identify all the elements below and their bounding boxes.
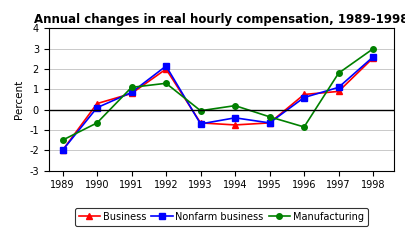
Manufacturing — [266, 115, 271, 118]
Business — [163, 68, 168, 70]
Nonfarm business — [266, 122, 271, 124]
Manufacturing — [60, 139, 65, 141]
Business — [94, 102, 99, 105]
Business — [370, 56, 375, 59]
Business — [335, 90, 340, 93]
Nonfarm business — [232, 116, 237, 119]
Nonfarm business — [129, 91, 134, 94]
Business — [301, 93, 306, 96]
Business — [129, 92, 134, 95]
Nonfarm business — [163, 65, 168, 68]
Line: Nonfarm business: Nonfarm business — [60, 54, 375, 153]
Business — [198, 122, 202, 124]
Manufacturing — [163, 82, 168, 85]
Manufacturing — [335, 72, 340, 75]
Nonfarm business — [94, 106, 99, 109]
Business — [266, 122, 271, 124]
Manufacturing — [94, 122, 99, 124]
Nonfarm business — [198, 123, 202, 125]
Nonfarm business — [60, 149, 65, 152]
Nonfarm business — [301, 96, 306, 99]
Line: Business: Business — [60, 55, 375, 153]
Nonfarm business — [335, 86, 340, 89]
Title: Annual changes in real hourly compensation, 1989-1998: Annual changes in real hourly compensati… — [34, 13, 405, 26]
Manufacturing — [129, 86, 134, 89]
Legend: Business, Nonfarm business, Manufacturing: Business, Nonfarm business, Manufacturin… — [75, 208, 367, 225]
Business — [60, 149, 65, 152]
Line: Manufacturing: Manufacturing — [60, 46, 375, 143]
Business — [232, 123, 237, 126]
Manufacturing — [301, 126, 306, 128]
Nonfarm business — [370, 55, 375, 58]
Manufacturing — [232, 104, 237, 107]
Manufacturing — [198, 109, 202, 112]
Y-axis label: Percent: Percent — [14, 80, 23, 119]
Manufacturing — [370, 47, 375, 50]
